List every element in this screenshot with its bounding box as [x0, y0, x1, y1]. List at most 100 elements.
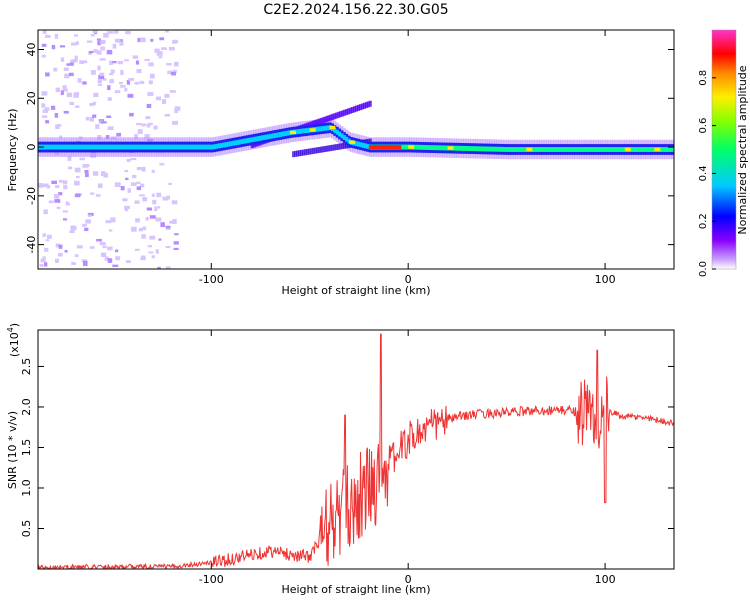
- spectrogram-noise-cell: [59, 135, 63, 139]
- spectrogram-noise-cell: [62, 180, 68, 185]
- spectrogram-noise-cell: [48, 200, 54, 204]
- spectrogram-accent-cell: [290, 130, 297, 135]
- spectrogram-inner-cell: [134, 144, 138, 150]
- spectrogram-panel: -100 0 100 -40 -20 0 20 40 Height of straight l…: [6, 29, 675, 297]
- spectrogram-noise-cell: [82, 223, 87, 227]
- spectrogram-noise-cell: [126, 159, 131, 162]
- spectrogram-peak-cell: [396, 145, 400, 150]
- spectrogram-noise-cell: [74, 193, 81, 198]
- spectrogram-xtick-label: 0: [405, 273, 412, 286]
- spectrogram-branch-cell: [321, 146, 325, 153]
- spectrogram-inner-cell: [186, 144, 190, 150]
- spectrogram-noise-cell: [160, 222, 165, 228]
- spectrogram-inner-cell: [345, 136, 349, 142]
- spectrogram-noise-cell: [128, 78, 135, 81]
- spectrogram-noise-cell: [64, 250, 68, 253]
- spectrogram-inner-cell: [137, 144, 141, 150]
- spectrogram-noise-cell: [146, 124, 151, 128]
- colorbar: 0.0 0.2 0.4 0.6 0.8 Normalized spectral ampl…: [698, 29, 749, 277]
- spectrogram-noise-cell: [55, 243, 60, 248]
- spectrogram-branch-cell: [339, 111, 343, 118]
- spectrogram-noise-cell: [139, 80, 145, 85]
- spectrogram-inner-cell: [541, 147, 545, 152]
- spectrogram-noise-cell: [136, 69, 142, 74]
- spectrogram-noise-cell: [171, 200, 178, 205]
- spectrogram-noise-cell: [142, 197, 148, 202]
- spectrogram-noise-cell: [82, 164, 89, 168]
- snr-xtick-label: -100: [199, 573, 224, 586]
- spectrogram-inner-cell: [326, 125, 330, 131]
- spectrogram-inner-cell: [439, 145, 443, 151]
- snr-ytick-label: 2.5: [20, 358, 33, 376]
- spectrogram-inner-cell: [97, 144, 101, 150]
- spectrogram-noise-cell: [90, 33, 95, 37]
- spectrogram-noise-cell: [50, 105, 56, 110]
- spectrogram-inner-cell: [156, 144, 160, 150]
- spectrogram-noise-cell: [42, 30, 47, 35]
- spectrogram-inner-cell: [182, 144, 186, 150]
- spectrogram-branch-cell: [319, 117, 323, 124]
- spectrogram-noise-cell: [55, 87, 61, 93]
- spectrogram-inner-cell: [271, 133, 275, 139]
- spectrogram-noise-cell: [123, 59, 129, 62]
- spectrogram-noise-cell: [42, 109, 49, 113]
- spectrogram-inner-cell: [531, 147, 535, 152]
- spectrogram-inner-cell: [314, 126, 318, 132]
- spectrogram-noise-cell: [87, 212, 94, 216]
- spectrogram-noise-cell: [141, 123, 147, 127]
- spectrogram-inner-cell: [281, 131, 285, 137]
- spectrogram-noise-cell: [66, 92, 73, 98]
- spectrogram-noise-cell: [41, 43, 47, 47]
- spectrogram-inner-cell: [160, 144, 164, 150]
- spectrogram-inner-cell: [572, 147, 576, 152]
- spectrogram-peak-cell: [374, 145, 378, 150]
- spectrogram-inner-cell: [130, 144, 134, 150]
- spectrogram-branch-cell: [311, 147, 315, 154]
- snr-series-line: [38, 333, 674, 569]
- spectrogram-noise-cell: [76, 175, 80, 179]
- spectrogram-noise-cell: [92, 101, 97, 106]
- spectrogram-inner-cell: [319, 126, 323, 132]
- spectrogram-branch-cell: [366, 101, 370, 108]
- spectrogram-inner-cell: [227, 141, 231, 147]
- spectrogram-noise-cell: [114, 249, 119, 253]
- spectrogram-inner-cell: [489, 146, 493, 152]
- spectrogram-noise-cell: [75, 41, 80, 45]
- spectrogram-noise-cell: [107, 258, 113, 263]
- spectrogram-inner-cell: [75, 144, 79, 150]
- spectrogram-peak-cell: [378, 145, 382, 150]
- spectrogram-branch-cell: [345, 109, 349, 116]
- spectrogram-noise-cell: [146, 207, 152, 211]
- spectrogram-inner-cell: [49, 144, 53, 150]
- spectrogram-inner-cell: [401, 144, 405, 150]
- spectrogram-inner-cell: [550, 147, 554, 152]
- spectrogram-noise-cell: [82, 260, 88, 266]
- spectrogram-noise-cell: [166, 195, 171, 200]
- spectrogram-inner-cell: [593, 147, 597, 152]
- spectrogram-noise-cell: [58, 192, 63, 196]
- spectrogram-noise-cell: [66, 63, 70, 66]
- spectrogram-noise-cell: [84, 170, 89, 174]
- spectrogram-inner-cell: [222, 142, 226, 148]
- spectrogram-noise-cell: [138, 227, 144, 232]
- spectrogram-noise-cell: [45, 239, 50, 242]
- spectrogram-noise-cell: [109, 72, 114, 76]
- spectrogram-inner-cell: [167, 144, 171, 150]
- spectrogram-noise-cell: [155, 96, 162, 101]
- spectrogram-noise-cell: [58, 179, 63, 183]
- spectrogram-noise-cell: [147, 92, 154, 96]
- spectrogram-xtick-label: -100: [199, 273, 224, 286]
- spectrogram-noise-cell: [101, 171, 106, 177]
- spectrogram-noise-cell: [41, 54, 46, 58]
- figure-title: C2E2.2024.156.22.30.G05: [263, 2, 448, 18]
- spectrogram-inner-cell: [614, 147, 618, 152]
- spectrogram-noise-cell: [92, 30, 98, 33]
- spectrogram-noise-cell: [110, 69, 115, 74]
- spectrogram-noise-cell: [136, 181, 141, 185]
- spectrogram-inner-cell: [141, 144, 145, 150]
- spectrogram-inner-cell: [557, 147, 561, 152]
- spectrogram-inner-cell: [576, 147, 580, 152]
- spectrogram-branch-cell: [292, 151, 296, 158]
- spectrogram-noise-cell: [173, 247, 179, 251]
- spectrogram-noise-cell: [174, 109, 179, 114]
